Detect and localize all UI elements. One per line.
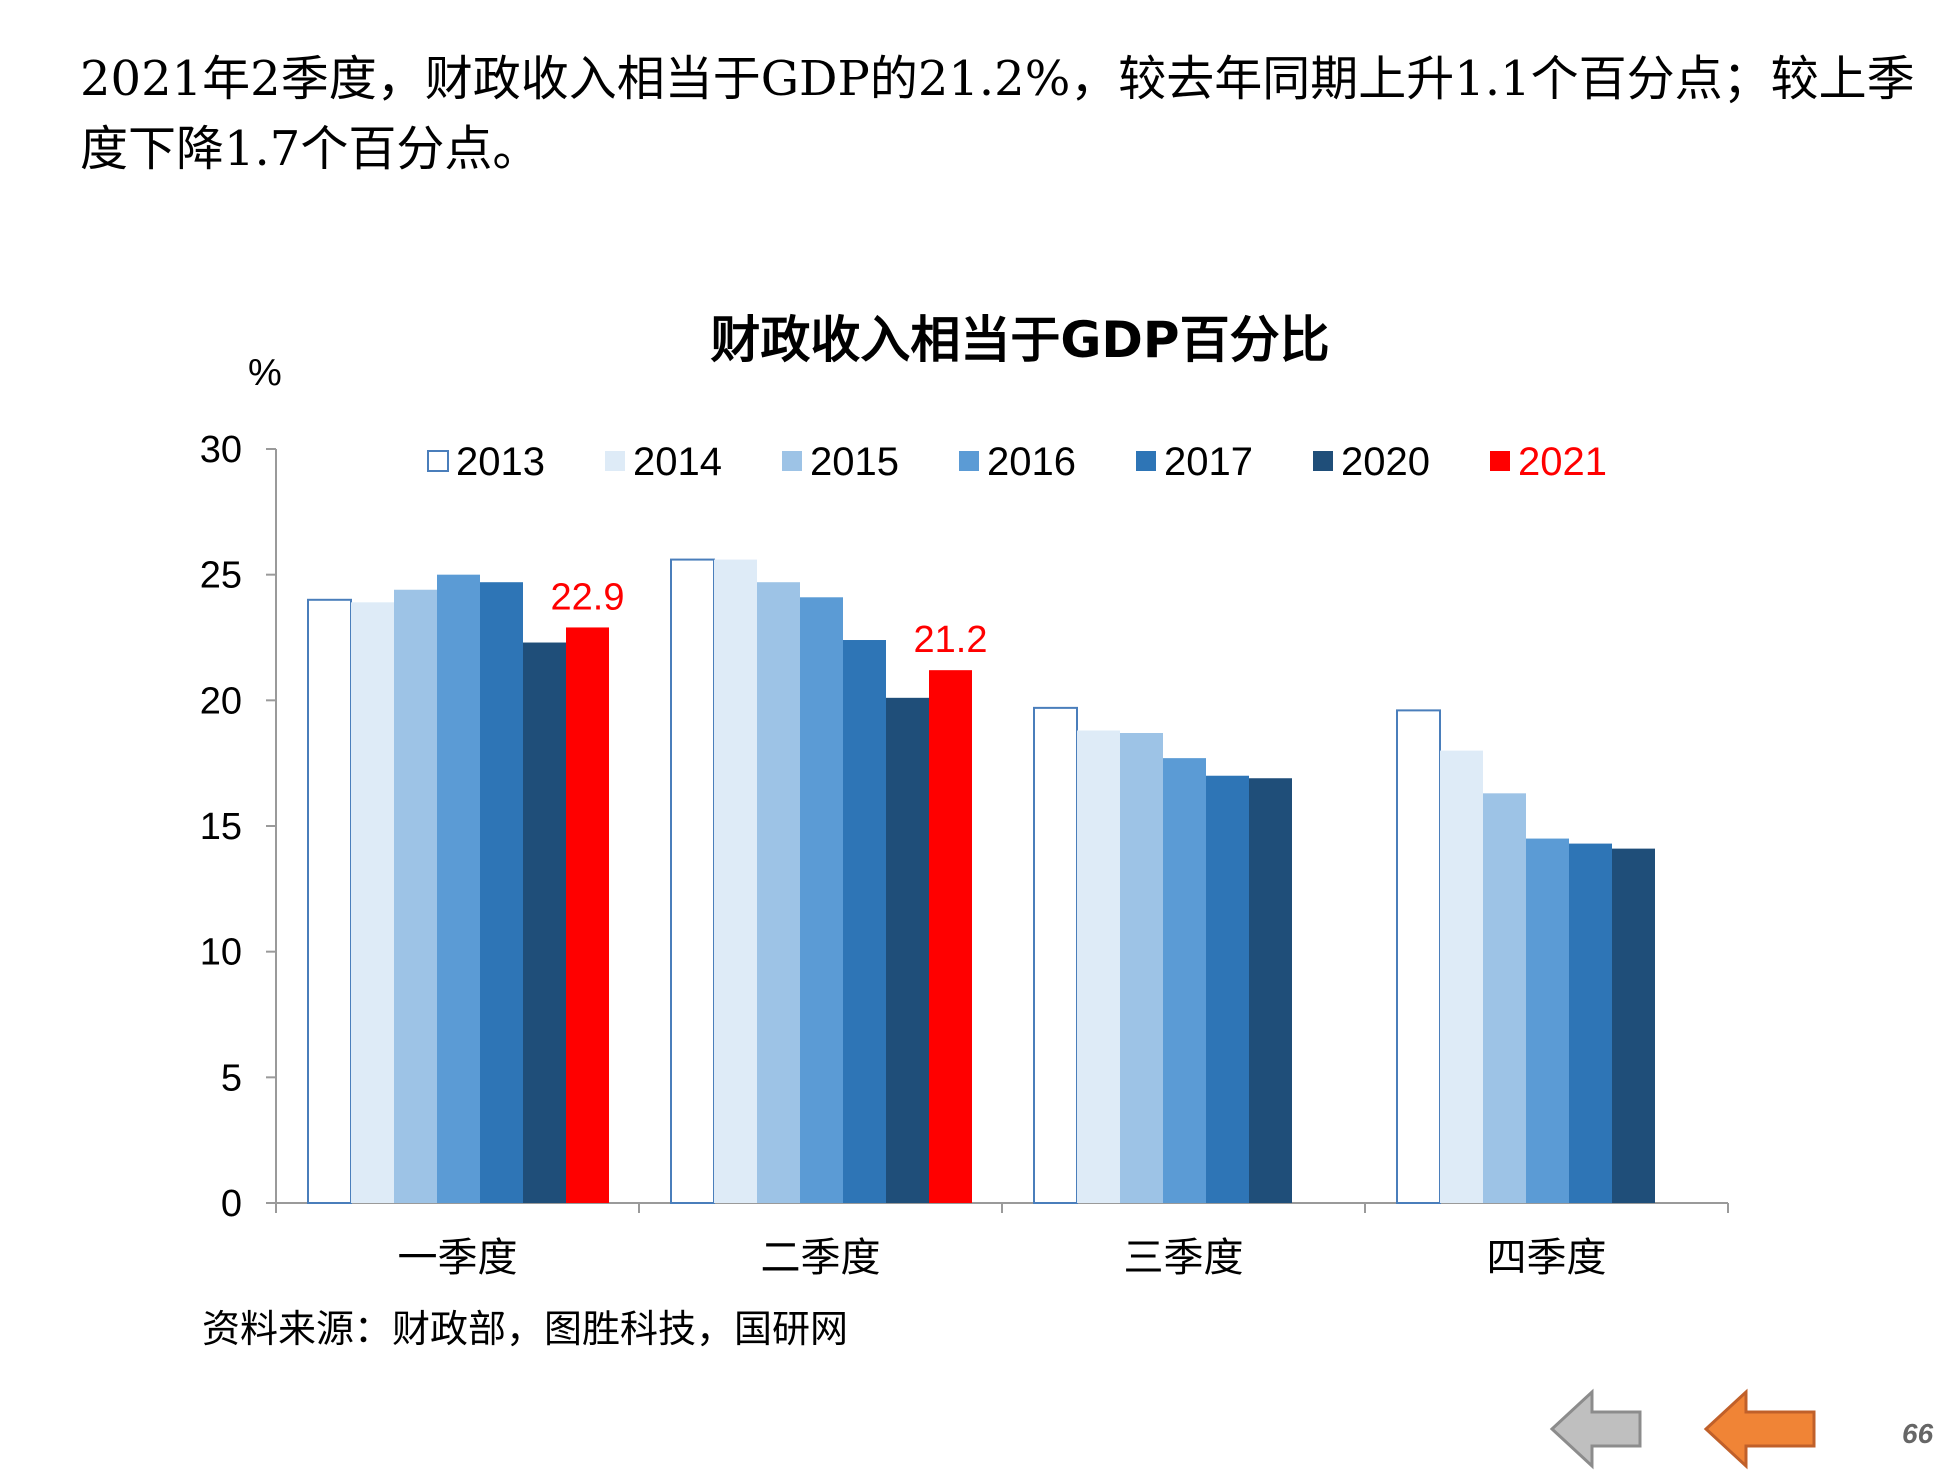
x-tick-label: 一季度 xyxy=(398,1235,518,1281)
y-tick-label: 30 xyxy=(200,429,242,471)
bar-2017-二季度 xyxy=(843,640,886,1203)
bar-2017-三季度 xyxy=(1206,775,1249,1203)
y-axis-label: % xyxy=(248,352,282,394)
legend-label-2016: 2016 xyxy=(987,440,1076,484)
legend-label-2013: 2013 xyxy=(456,440,545,484)
left-arrow-icon xyxy=(1549,1388,1642,1470)
bar-2014-一季度 xyxy=(351,602,394,1203)
next-page-button[interactable] xyxy=(1702,1388,1822,1470)
legend-label-2017: 2017 xyxy=(1164,440,1253,484)
legend-swatch-2016 xyxy=(959,451,979,471)
source-note: 资料来源：财政部，图胜科技，国研网 xyxy=(202,1307,849,1351)
bar-2020-三季度 xyxy=(1249,778,1292,1203)
y-tick-label: 5 xyxy=(221,1057,242,1099)
bar-2015-二季度 xyxy=(757,582,800,1203)
bar-2016-一季度 xyxy=(437,574,480,1203)
y-tick-label: 20 xyxy=(200,680,242,722)
bar-2017-一季度 xyxy=(480,582,523,1203)
bar-2013-三季度 xyxy=(1033,706,1078,1205)
bar-chart: 0 5 10 15 20 25 30 一季度 二季度 三季度 四季度 22.9 21.2 2013 2014… xyxy=(200,429,1729,1281)
legend-swatch-2015 xyxy=(782,451,802,471)
chart-title: 财政收入相当于GDP百分比 xyxy=(710,311,1330,369)
y-tick-label: 0 xyxy=(221,1183,242,1225)
legend-label-2015: 2015 xyxy=(810,440,899,484)
legend-label-2020: 2020 xyxy=(1341,440,1430,484)
legend-swatch-2017 xyxy=(1136,451,1156,471)
x-tick-label: 四季度 xyxy=(1487,1235,1607,1281)
bar-2013-一季度 xyxy=(307,598,352,1204)
bar-2021-二季度 xyxy=(929,670,972,1203)
bar-2016-二季度 xyxy=(800,597,843,1203)
legend-swatch-2020 xyxy=(1313,451,1333,471)
headline: 2021年2季度，财政收入相当于GDP的21.2%，较去年同期上升1.1个百分点… xyxy=(80,51,1915,177)
y-tick-label: 10 xyxy=(200,932,242,974)
bar-2021-一季度 xyxy=(566,627,609,1203)
bar-2020-二季度 xyxy=(886,697,929,1203)
bar-2020-四季度 xyxy=(1612,848,1655,1203)
prev-page-button[interactable] xyxy=(1548,1388,1648,1470)
left-arrow-icon xyxy=(1703,1388,1816,1470)
bar-2015-三季度 xyxy=(1120,733,1163,1203)
bar-2020-一季度 xyxy=(523,642,566,1203)
data-label: 22.9 xyxy=(551,576,625,618)
y-tick-label: 15 xyxy=(200,806,242,848)
y-tick-label: 25 xyxy=(200,555,242,597)
bar-2014-三季度 xyxy=(1077,730,1120,1203)
x-tick-label: 三季度 xyxy=(1124,1235,1244,1281)
bar-2013-二季度 xyxy=(670,558,715,1204)
x-tick-label: 二季度 xyxy=(761,1235,881,1281)
bar-2016-四季度 xyxy=(1526,838,1569,1203)
legend-swatch-2013 xyxy=(427,450,449,472)
legend-swatch-2021 xyxy=(1490,451,1510,471)
page-number: 66 xyxy=(1902,1418,1934,1449)
legend-label-2014: 2014 xyxy=(633,440,722,484)
data-label: 21.2 xyxy=(914,619,988,661)
legend-swatch-2014 xyxy=(605,451,625,471)
legend-label-2021: 2021 xyxy=(1518,440,1607,484)
bar-2013-四季度 xyxy=(1396,709,1441,1204)
bar-2015-一季度 xyxy=(394,589,437,1203)
bar-2015-四季度 xyxy=(1483,793,1526,1203)
bar-2016-三季度 xyxy=(1163,758,1206,1203)
bar-2014-二季度 xyxy=(714,559,757,1203)
bar-2014-四季度 xyxy=(1440,750,1483,1203)
bar-2017-四季度 xyxy=(1569,843,1612,1203)
